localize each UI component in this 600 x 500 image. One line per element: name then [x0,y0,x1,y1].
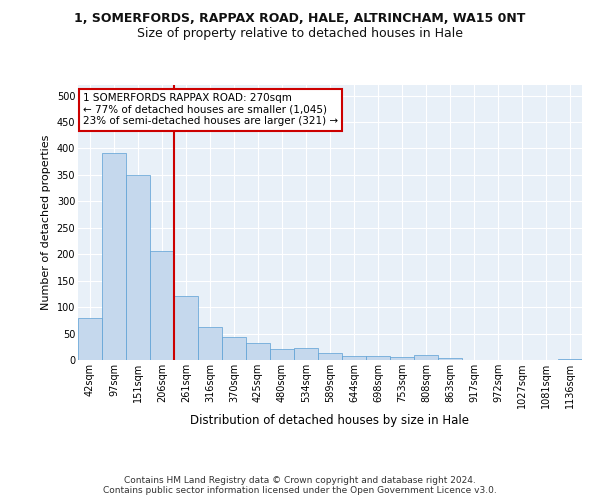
Bar [198,326,222,360]
Text: 1 SOMERFORDS RAPPAX ROAD: 270sqm
← 77% of detached houses are smaller (1,045)
23: 1 SOMERFORDS RAPPAX ROAD: 270sqm ← 77% o… [83,93,338,126]
Text: 1, SOMERFORDS, RAPPAX ROAD, HALE, ALTRINCHAM, WA15 0NT: 1, SOMERFORDS, RAPPAX ROAD, HALE, ALTRIN… [74,12,526,26]
X-axis label: Distribution of detached houses by size in Hale: Distribution of detached houses by size … [191,414,470,427]
Bar [294,348,318,360]
Bar [246,343,270,360]
Bar [318,353,342,360]
Text: Size of property relative to detached houses in Hale: Size of property relative to detached ho… [137,28,463,40]
Bar [102,153,126,360]
Text: Contains HM Land Registry data © Crown copyright and database right 2024.
Contai: Contains HM Land Registry data © Crown c… [103,476,497,495]
Bar [414,354,438,360]
Bar [558,359,582,360]
Bar [438,358,462,360]
Bar [78,318,102,360]
Bar [366,356,390,360]
Bar [342,356,366,360]
Bar [126,175,150,360]
Bar [270,349,294,360]
Bar [222,336,246,360]
Bar [174,296,198,360]
Bar [150,251,174,360]
Bar [390,357,414,360]
Y-axis label: Number of detached properties: Number of detached properties [41,135,51,310]
